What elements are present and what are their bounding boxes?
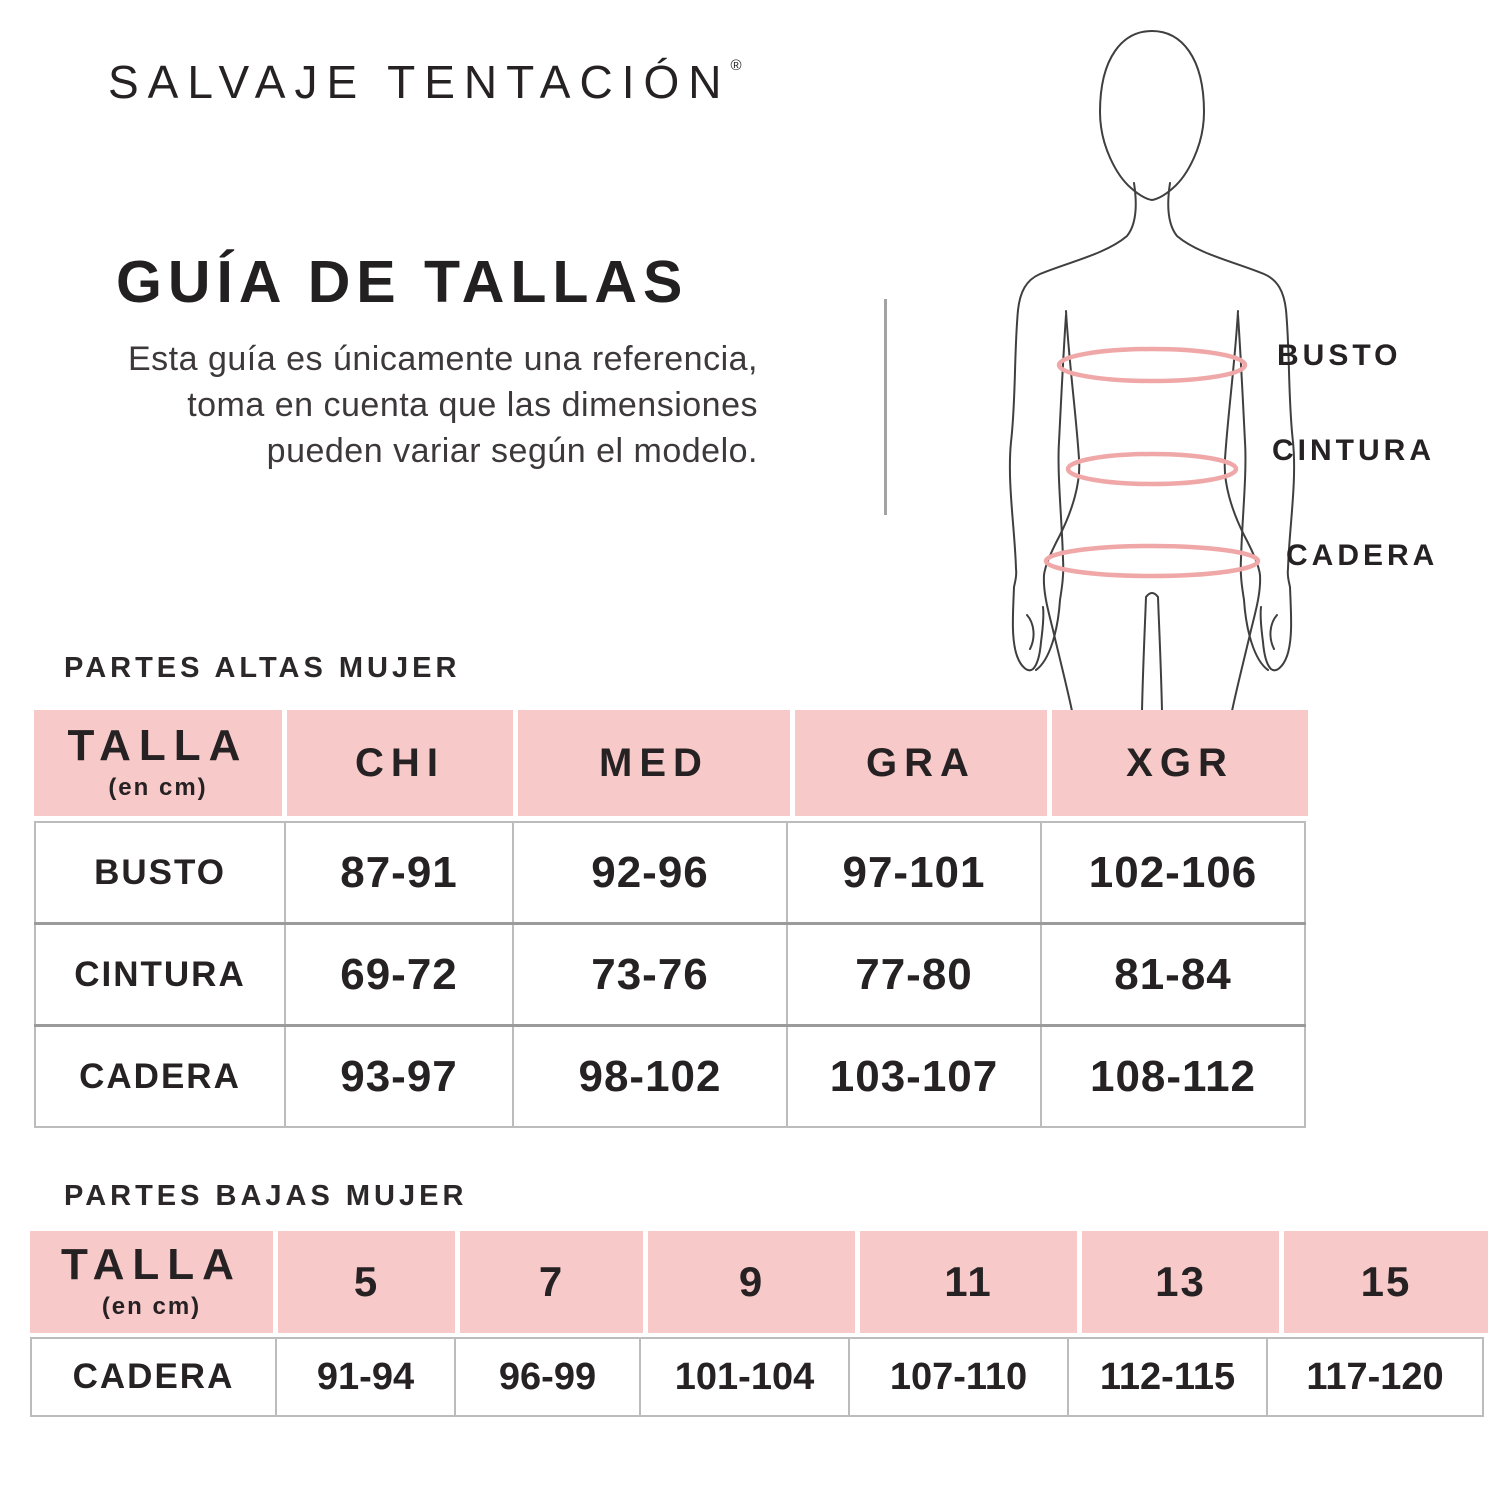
measure-cell: 117-120 xyxy=(1266,1337,1484,1417)
measure-cell: 96-99 xyxy=(454,1337,641,1417)
tops-size-col-xgr: XGR xyxy=(1052,710,1308,816)
measure-cell: 107-110 xyxy=(848,1337,1069,1417)
brand-logo: SALVAJE TENTACIÓN® xyxy=(108,55,742,109)
measure-cell: 77-80 xyxy=(786,922,1042,1027)
table-row-cadera: CADERA 93-97 98-102 103-107 108-112 xyxy=(34,1024,1306,1128)
bottoms-size-col-15: 15 xyxy=(1284,1231,1488,1333)
bottoms-size-col-5: 5 xyxy=(278,1231,455,1333)
unit-label: (en cm) xyxy=(101,1293,202,1320)
tops-size-col-med: MED xyxy=(518,710,790,816)
measure-cell: 81-84 xyxy=(1040,922,1306,1027)
right-thumb xyxy=(1269,614,1278,650)
bottoms-size-col-9: 9 xyxy=(648,1231,855,1333)
bottoms-size-table: TALLA (en cm) 5 7 9 11 13 15 CADERA 91-9… xyxy=(30,1231,1488,1417)
row-label: CINTURA xyxy=(34,922,286,1027)
bottoms-size-col-13: 13 xyxy=(1082,1231,1279,1333)
tops-size-table: TALLA (en cm) CHI MED GRA XGR BUSTO 87-9… xyxy=(34,710,1308,1128)
measure-cell: 97-101 xyxy=(786,821,1042,925)
table-row-cintura: CINTURA 69-72 73-76 77-80 81-84 xyxy=(34,922,1306,1027)
waist-ellipse xyxy=(1065,451,1239,487)
measure-cell: 91-94 xyxy=(275,1337,456,1417)
measure-cell: 93-97 xyxy=(284,1024,514,1128)
tops-table-body: BUSTO 87-91 92-96 97-101 102-106 CINTURA… xyxy=(34,821,1306,1128)
section-title-tops: PARTES ALTAS MUJER xyxy=(64,652,461,684)
tops-size-col-chi: CHI xyxy=(287,710,513,816)
bottoms-size-col-7: 7 xyxy=(460,1231,643,1333)
body-outline xyxy=(1008,29,1296,712)
guide-description: Esta guía es únicamente una referencia, … xyxy=(128,340,758,471)
row-label: CADERA xyxy=(30,1337,277,1417)
page-title: GUÍA DE TALLAS xyxy=(116,249,689,315)
measure-cell: 102-106 xyxy=(1040,821,1306,925)
table-row-cadera: CADERA 91-94 96-99 101-104 107-110 112-1… xyxy=(30,1337,1484,1417)
figure-label-cintura: CINTURA xyxy=(1272,434,1435,467)
unit-label: (en cm) xyxy=(108,774,208,801)
measure-cell: 98-102 xyxy=(512,1024,788,1128)
measure-cell: 73-76 xyxy=(512,922,788,1027)
talla-label: TALLA xyxy=(61,1240,242,1289)
tops-header-talla-cell: TALLA (en cm) xyxy=(34,710,282,816)
table-row-busto: BUSTO 87-91 92-96 97-101 102-106 xyxy=(34,821,1306,925)
measure-cell: 112-115 xyxy=(1067,1337,1268,1417)
measure-cell: 101-104 xyxy=(639,1337,850,1417)
measure-cell: 87-91 xyxy=(284,821,514,925)
left-thumb xyxy=(1026,614,1035,650)
bottoms-header-talla-cell: TALLA (en cm) xyxy=(30,1231,273,1333)
registered-trademark-symbol: ® xyxy=(730,57,742,74)
measure-cell: 103-107 xyxy=(786,1024,1042,1128)
bottoms-table-header: TALLA (en cm) 5 7 9 11 13 15 xyxy=(30,1231,1488,1333)
body-silhouette-illustration xyxy=(1008,29,1296,712)
section-title-bottoms: PARTES BAJAS MUJER xyxy=(64,1180,468,1212)
vertical-divider xyxy=(884,299,887,515)
bottoms-size-col-11: 11 xyxy=(860,1231,1077,1333)
figure-label-busto: BUSTO xyxy=(1277,339,1402,372)
tops-size-col-gra: GRA xyxy=(795,710,1047,816)
row-label: BUSTO xyxy=(34,821,286,925)
measure-ellipses xyxy=(1043,346,1261,579)
measure-cell: 69-72 xyxy=(284,922,514,1027)
tops-table-header: TALLA (en cm) CHI MED GRA XGR xyxy=(34,710,1308,816)
measure-cell: 108-112 xyxy=(1040,1024,1306,1128)
hip-ellipse xyxy=(1043,543,1261,579)
bottoms-table-body: CADERA 91-94 96-99 101-104 107-110 112-1… xyxy=(30,1337,1484,1417)
talla-label: TALLA xyxy=(67,721,249,770)
row-label: CADERA xyxy=(34,1024,286,1128)
head-outline xyxy=(1098,29,1206,202)
inner-leg-lines xyxy=(1141,592,1163,712)
figure-label-cadera: CADERA xyxy=(1286,539,1439,572)
bust-ellipse xyxy=(1056,346,1248,384)
measure-cell: 92-96 xyxy=(512,821,788,925)
brand-name: SALVAJE TENTACIÓN xyxy=(108,56,731,108)
